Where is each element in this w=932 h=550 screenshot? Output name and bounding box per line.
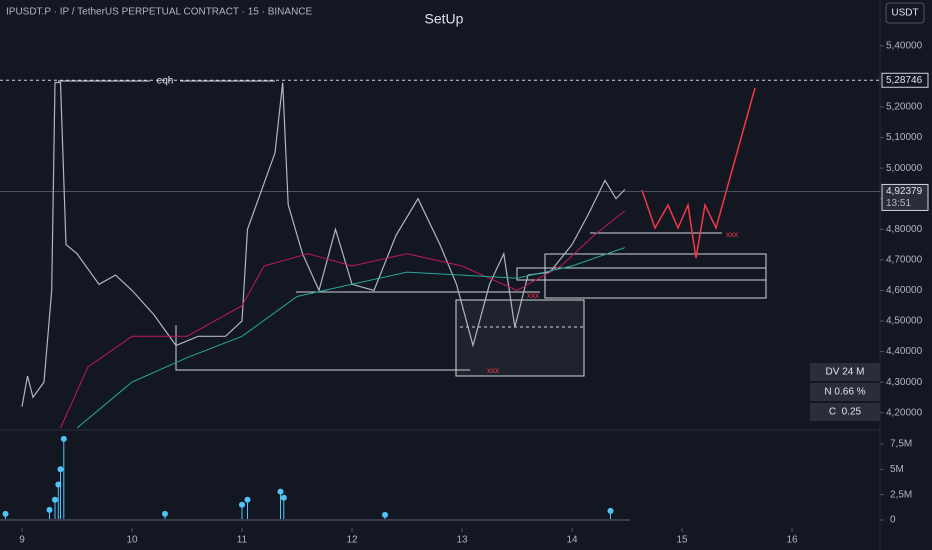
y-tick-label: 4,30000 (886, 377, 923, 388)
volume-dot (277, 488, 284, 495)
y-tick-label: 4,40000 (886, 346, 923, 357)
volume-dot (607, 507, 614, 514)
y-tick-label: 5,10000 (886, 132, 923, 143)
y-tick-label: 5,00000 (886, 163, 923, 174)
volume-tick-label: 2,5M (890, 489, 912, 500)
x-tick-label: 14 (566, 535, 578, 546)
zone-box (516, 267, 767, 281)
currency[interactable]: USDT (891, 8, 918, 19)
drawings (58, 80, 767, 377)
volume-dot (52, 496, 58, 503)
volume-dot (60, 435, 67, 442)
info-text: N 0.66 % (824, 387, 865, 398)
price-label-bg (881, 72, 929, 88)
volume-dot (162, 510, 168, 517)
info-text: C 0.25 (829, 407, 862, 418)
projection (641, 87, 756, 259)
x-tick-label: 12 (346, 535, 358, 546)
chart-title: SetUp (425, 11, 464, 27)
volume-dot (57, 466, 64, 473)
y-tick-label: 5,40000 (886, 40, 923, 51)
countdown: 13:51 (886, 198, 911, 209)
volume-tick-label: 5M (890, 464, 904, 475)
range-line (175, 325, 470, 371)
info-cell (810, 383, 880, 401)
x-tick-label: 11 (237, 535, 248, 546)
series-line (76, 247, 625, 429)
volume-dot (280, 494, 287, 501)
header: IPUSDT.P · IP / TetherUS PERPETUAL CONTR… (6, 7, 313, 18)
info-panel: DV 24 M N 0.66 % C 0.25 (810, 363, 880, 421)
annotation: xxx (726, 230, 738, 239)
y-tick-label: 4,80000 (886, 224, 923, 235)
price-label: 5,28746 (886, 75, 923, 86)
label-bg (150, 74, 180, 88)
annotation: xxx (527, 291, 539, 300)
x-tick-label: 9 (19, 535, 25, 546)
series-line (21, 81, 626, 407)
x-tick-label: 16 (786, 535, 798, 546)
zone-box (455, 299, 585, 377)
y-tick-label: 4,20000 (886, 407, 923, 418)
info-cell (810, 403, 880, 421)
volume-tick-label: 7,5M (890, 439, 912, 450)
currency-box[interactable] (885, 2, 925, 24)
volume-dot (244, 496, 251, 503)
annotation: eqh (157, 76, 174, 87)
volume-dot (2, 510, 9, 517)
volume-dot (239, 501, 245, 508)
y-tick-label: 4,70000 (886, 254, 923, 265)
y-tick-label: 4,50000 (886, 316, 923, 327)
price-label: 4,92379 (886, 186, 923, 197)
price-label-bg (881, 183, 929, 211)
y-tick-label: 5,20000 (886, 102, 923, 113)
annotation: xxx (487, 366, 499, 375)
x-tick-label: 15 (676, 535, 688, 546)
info-cell (810, 363, 880, 381)
volume-dot (382, 511, 388, 518)
volume-dot (55, 481, 62, 488)
volume-dot (46, 506, 53, 513)
volume-tick-label: 0 (890, 515, 896, 526)
y-tick-label: 4,60000 (886, 285, 923, 296)
info-text: DV 24 M (826, 367, 865, 378)
x-tick-label: 13 (456, 535, 468, 546)
x-tick-label: 10 (126, 535, 138, 546)
